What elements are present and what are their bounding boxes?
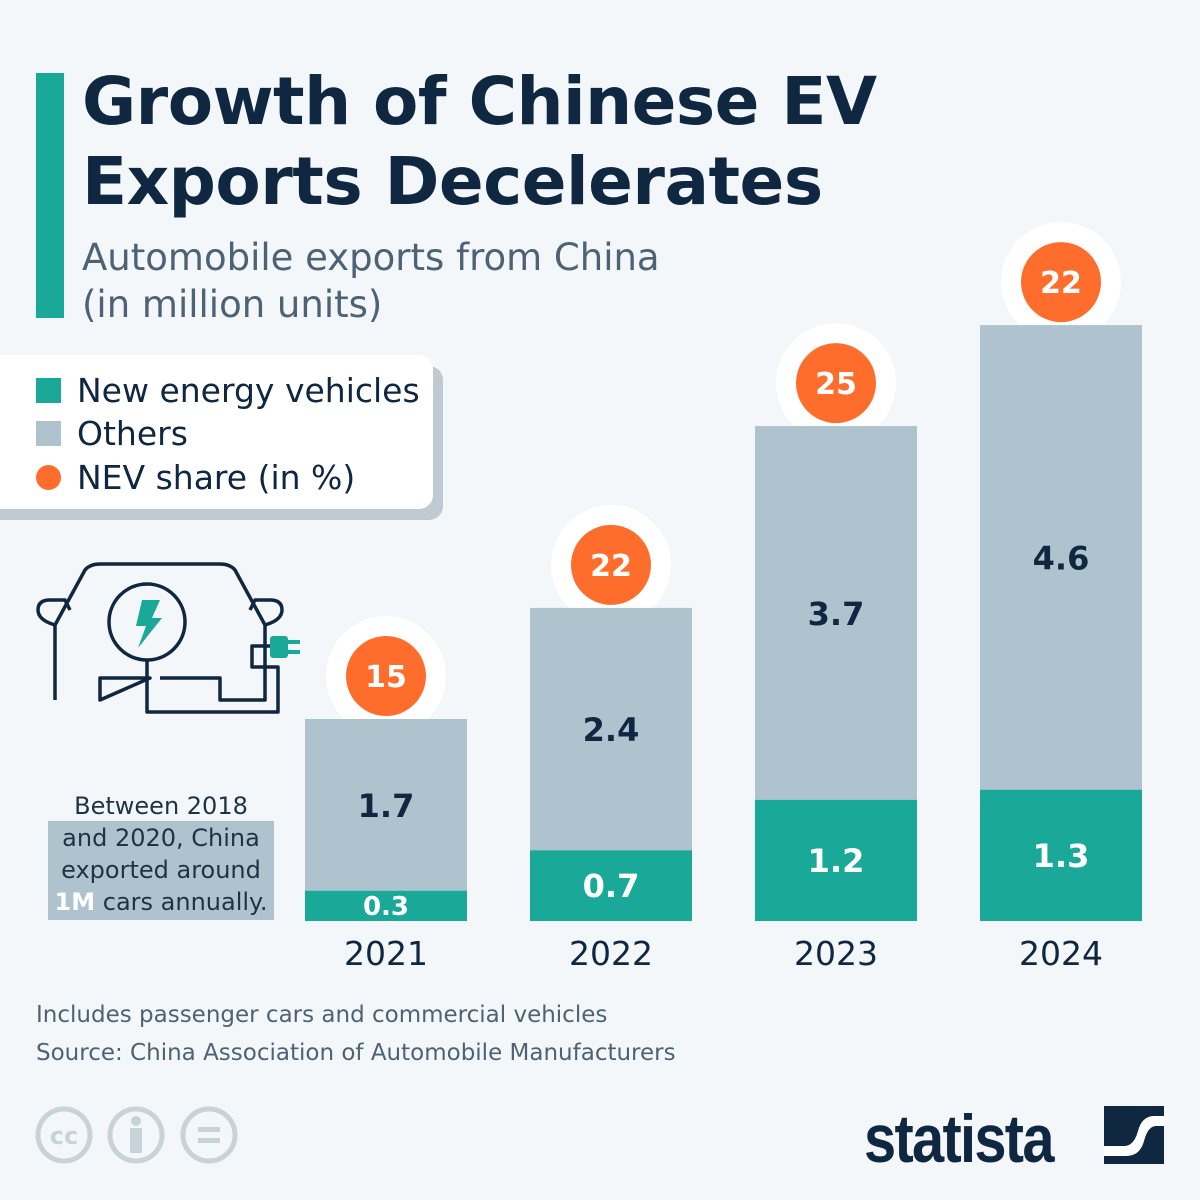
share-bubble: [796, 343, 876, 424]
bar-nev: [755, 799, 917, 921]
share-bubble: [571, 524, 651, 605]
others-value-label: 1.7: [358, 787, 415, 825]
attribution-icon: [107, 1106, 165, 1164]
note-line: exported around: [61, 856, 261, 884]
share-label: 25: [815, 367, 857, 402]
accent-bar: [36, 73, 64, 318]
note-text: cars annually.: [95, 888, 268, 916]
share-bubble: [346, 636, 426, 716]
note-line: and 2020, China: [62, 824, 260, 852]
license-icons: cc: [35, 1106, 238, 1164]
bar-others: [305, 719, 467, 891]
note-highlight-value: 1M: [54, 888, 96, 916]
legend-item-others: Others: [36, 414, 188, 453]
bar-nev: [305, 890, 467, 921]
legend-label: Others: [77, 414, 188, 453]
no-derivatives-icon: [180, 1106, 238, 1164]
subtitle-line: Automobile exports from China: [82, 236, 660, 279]
title-line: Growth of Chinese EV: [82, 63, 877, 140]
share-label: 15: [365, 660, 407, 695]
others-value-label: 3.7: [808, 595, 865, 633]
subtitle-line: (in million units): [82, 283, 383, 326]
note-line: Between 2018: [74, 792, 248, 820]
nev-value-label: 1.2: [808, 842, 865, 880]
share-label: 22: [590, 549, 632, 584]
bar-others: [755, 426, 917, 800]
cc-icon: [35, 1106, 93, 1164]
ev-car-icon: [36, 562, 300, 714]
others-value-label: 4.6: [1033, 539, 1090, 577]
legend-item-nev: New energy vehicles: [36, 371, 420, 410]
legend: New energy vehicles Others NEV share (in…: [0, 355, 433, 509]
statista-logo: statista: [864, 1101, 1054, 1177]
others-value-label: 2.4: [583, 711, 640, 749]
note-line: 1M cars annually.: [48, 886, 274, 918]
title-line: Exports Decelerates: [82, 143, 823, 220]
bar-nev: [980, 789, 1142, 921]
bar-nev: [530, 850, 692, 921]
legend-swatch: [36, 421, 61, 446]
share-label: 22: [1040, 266, 1082, 301]
plug-icon: [270, 636, 300, 658]
footer-note: Includes passenger cars and commercial v…: [36, 1002, 608, 1028]
legend-swatch: [36, 378, 61, 403]
bar-others: [980, 325, 1142, 790]
bar-others: [530, 607, 692, 851]
page-title: Growth of Chinese EV Exports Decelerates: [82, 62, 877, 222]
nev-value-label: 0.7: [583, 867, 640, 905]
x-tick-label: 2024: [1019, 934, 1103, 973]
legend-label: New energy vehicles: [77, 371, 420, 410]
lightning-icon: [136, 600, 162, 648]
svg-text:cc: cc: [50, 1122, 78, 1150]
nev-value-label: 0.3: [363, 892, 409, 922]
bar-chart: 15 1.7 0.3 2021 22 2.4 0.7 2022 25 3.7 1.2 2023 22 4.…: [305, 222, 1142, 973]
x-tick-label: 2022: [569, 934, 653, 973]
share-bubble: [1021, 242, 1101, 323]
legend-dot: [36, 465, 61, 490]
source: Source: China Association of Automobile …: [36, 1040, 676, 1066]
statista-logo-mark-icon: [1104, 1106, 1164, 1164]
subtitle: Automobile exports from China (in million…: [82, 234, 660, 328]
annotation-note: Between 2018 and 2020, China exported ar…: [48, 790, 274, 918]
legend-item-share: NEV share (in %): [36, 458, 355, 497]
x-tick-label: 2023: [794, 934, 878, 973]
note-highlight-box: [48, 821, 274, 920]
x-tick-label: 2021: [344, 934, 428, 973]
legend-label: NEV share (in %): [77, 458, 356, 497]
nev-value-label: 1.3: [1033, 837, 1090, 875]
